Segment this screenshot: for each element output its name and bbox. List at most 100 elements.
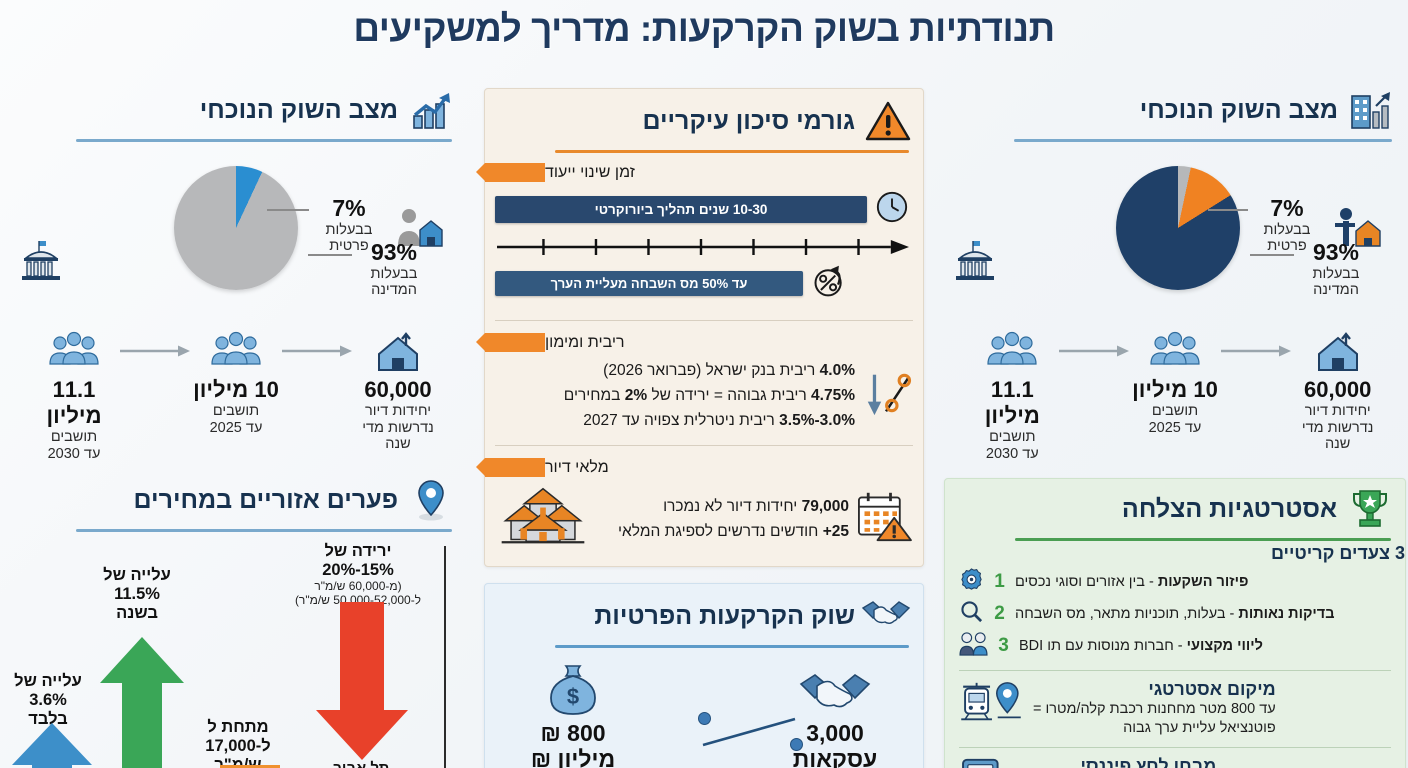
private-ownership-label-left: 7% בבעלות פרטית: [325, 195, 373, 254]
warning-triangle-icon: [865, 99, 911, 143]
flow-caption-1: יחידות דיור: [365, 403, 431, 419]
stat-connector-line: [695, 712, 805, 752]
steps-title: 3 צעדים קריטיים: [1270, 543, 1405, 564]
stat-line2: מיליון ₪: [530, 745, 616, 768]
left-divider: [76, 139, 452, 142]
private-ownership-label-right: 7% בבעלות פרטית: [1263, 195, 1311, 254]
risk-title: גורמי סיכון עיקריים: [642, 106, 855, 135]
right-divider: [1014, 139, 1392, 142]
strategies-divider: [1015, 538, 1391, 542]
strategy-step-3: ליווי מקצועי - חברות מנוסות עם תו BDI 3: [945, 630, 1405, 662]
government-building-icon: [18, 240, 64, 289]
money-bag-icon: $: [498, 662, 648, 721]
people-group-icon: [190, 328, 282, 374]
calculator-percent-icon: [959, 756, 1017, 768]
flow-item: 11.1 מיליון תושבים עד 2030: [966, 328, 1059, 462]
bar-arrow-up-north: [100, 637, 184, 768]
private-market-stats: 3,000 עסקאות בשנה $ 800 ₪ מיליון ₪: [485, 662, 923, 768]
center-column: גורמי סיכון עיקריים זמן שינוי ייעוד 10-3…: [476, 88, 924, 768]
block-title: מיקום אסטרטגי: [1148, 679, 1276, 700]
flow-caption-2: עד 2030: [47, 445, 101, 462]
orange-tag: [476, 163, 545, 182]
leader-line-state-left: [308, 254, 352, 256]
left-column: מצב השוק הנוכחי 7% בבעלות פרטית: [6, 88, 466, 768]
handshake-icon: [861, 594, 911, 638]
percent-arrow-icon: [811, 263, 847, 304]
strategies-header: אסטרטגיות הצלחה: [945, 487, 1405, 531]
private-market-header: שוק הקרקעות הפרטיות: [485, 594, 923, 638]
risk-subtitle: מלאי דיור: [545, 458, 609, 476]
flow-caption-2: עד 2025: [1148, 419, 1202, 436]
risk-subtitle: זמן שינוי ייעוד: [545, 163, 635, 181]
advisors-icon: [959, 631, 988, 661]
connector-dot-right: [790, 738, 803, 752]
risk-header: גורמי סיכון עיקריים: [485, 99, 923, 143]
magnifier-icon: [959, 599, 984, 629]
flow-arrow-2: [120, 328, 190, 374]
right-market-header: מצב השוק הנוכחי: [944, 88, 1406, 132]
step-text: ליווי מקצועי - חברות מנוסות עם תו BDI: [1019, 638, 1263, 655]
right-market-title: מצב השוק הנוכחי: [1139, 95, 1338, 124]
orange-tag: [476, 333, 545, 352]
betterment-tax-bar: עד 50% מס השבחה מעליית הערך: [495, 271, 803, 296]
flow-value: 11.1 מיליון: [46, 377, 102, 428]
flow-value: 10 מיליון: [1132, 377, 1218, 402]
regional-divider: [76, 529, 452, 533]
flow-caption-1: יחידות דיור: [1304, 403, 1371, 419]
stock-line-2: 25+ חודשים נדרשים לספיגת המלאי: [618, 522, 849, 540]
bar-chart-growth-icon: [408, 88, 454, 132]
person-house-icon: [1332, 206, 1384, 255]
government-building-icon: [952, 240, 998, 289]
strategies-divider-2: [959, 746, 1391, 748]
flow-caption-1: תושבים: [1151, 403, 1199, 419]
zoning-bar-row: 10-30 שנים תהליך ביורוקרטי: [485, 182, 923, 229]
bar-inlabel-tel-aviv: תל אביב צפון הישן: [316, 760, 406, 768]
flow-arrow-1: [282, 328, 352, 374]
risk-section-divider-2: [495, 445, 913, 447]
block-body-line-2: פוטנציאל עליית ערך גבוה: [1123, 720, 1276, 737]
betterment-tax-row: עד 50% מס השבחה מעליית הערך: [485, 261, 923, 308]
step-number: 3: [998, 635, 1009, 657]
ownership-pie-chart-left: [174, 166, 298, 290]
flow-caption-2: נדרשות מדי שנה: [1301, 419, 1374, 453]
interest-line-2: 4.75% ריבית גבוהה = ירידה של 2% במחירים: [563, 387, 855, 405]
flow-value: 10 מיליון: [193, 377, 279, 402]
bar-arrow-up-center: [12, 723, 92, 768]
person-house-icon: [394, 206, 446, 255]
private-market-divider: [555, 645, 909, 649]
risk-subhead-interest: ריבית ומימון: [476, 333, 923, 352]
train-location-icon: [959, 679, 1023, 732]
bar-beer-sheva: [220, 765, 280, 768]
strategies-title: אסטרטגיות הצלחה: [1121, 494, 1337, 523]
left-pie-block: 7% בבעלות פרטית 93% בבעלות המדינה: [6, 154, 466, 314]
orange-tag: [476, 458, 545, 478]
regional-price-chart: ירידה של 15%-20% (מ-60,000 ש/מ"ר ל-50,00…: [12, 538, 452, 768]
flow-arrow-1: [1221, 328, 1292, 374]
flow-item: 60,000 יחידות דיור נדרשות מדי שנה: [1291, 328, 1384, 453]
risk-subhead-zoning: זמן שינוי ייעוד: [476, 163, 923, 182]
step-number: 2: [994, 603, 1005, 625]
svg-text:$: $: [567, 684, 579, 709]
gear-icon: [959, 567, 984, 597]
page-title: תנודתיות בשוק הקרקעות: מדריך למשקיעים: [353, 8, 1055, 49]
flow-caption-1: תושבים: [50, 429, 98, 445]
risk-section-divider-1: [495, 320, 913, 321]
step-text: פיזור השקעות - בין אזורים וסוגי נכסים: [1015, 574, 1249, 591]
zoning-duration-bar: 10-30 שנים תהליך ביורוקרטי: [495, 196, 867, 223]
flow-item: 10 מיליון תושבים עד 2025: [1129, 328, 1222, 436]
leader-line-private-right: [1208, 209, 1248, 211]
flow-item: 11.1 מיליון תושבים עד 2030: [28, 328, 120, 462]
people-group-icon: [1129, 328, 1222, 374]
house-arrow-up-icon: [1291, 328, 1384, 374]
risk-subhead-stock: מלאי דיור: [476, 458, 923, 478]
chart-y-axis: [444, 546, 446, 768]
flow-value: 60,000: [364, 377, 432, 402]
right-pie-block: 7% בבעלות פרטית 93% בבעלות המדינה: [944, 154, 1406, 314]
flow-caption-1: תושבים: [989, 429, 1036, 445]
flow-item: 10 מיליון תושבים עד 2025: [190, 328, 282, 436]
left-market-title: מצב השוק הנוכחי: [199, 95, 398, 124]
ownership-pie-chart-right: [1116, 166, 1240, 290]
regional-header: פערים אזוריים במחירים: [6, 478, 466, 522]
bar-arrow-down-tel-aviv: [316, 602, 408, 761]
private-market-panel: שוק הקרקעות הפרטיות: [484, 583, 924, 768]
